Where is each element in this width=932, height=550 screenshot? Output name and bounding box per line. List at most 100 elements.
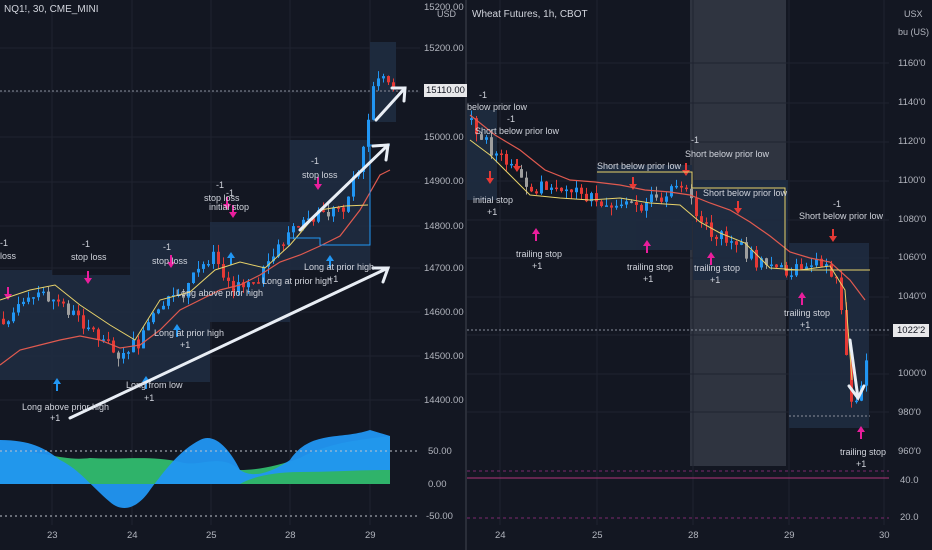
right-ma-yellow [469,139,853,381]
exit-arrow-icon [84,271,92,284]
tick-15000: 15000.00 [424,132,464,143]
right-oscillator [467,470,889,519]
tick-14700: 14700.00 [424,263,464,274]
exit-arrow-icon [682,163,690,176]
candle-body [565,189,568,192]
candle-body [570,189,573,193]
osc-tick-neg50: -50.00 [426,511,453,522]
exit-arrow-icon [229,205,237,218]
candle-body [257,282,260,284]
candle-body [187,282,190,298]
candle-body [590,193,593,202]
rdate-25: 25 [592,530,603,541]
tick-15200: 15200.00 [424,2,464,13]
entry-arrow-icon [532,228,540,241]
left-trend-arrows [68,86,407,420]
exit-arrow-icon [734,201,742,214]
ann-long-prior-high-1: Long at prior high [262,276,333,286]
candle-body [725,231,728,243]
candle-body [67,303,70,315]
candle-body [580,187,583,194]
candle-body [520,169,523,178]
candle-body [505,153,508,165]
candle-body [545,181,548,190]
osc-tick-20: 20.0 [900,512,919,523]
entry-arrow-icon [707,252,715,265]
ann-long-prior-high-2: Long at prior high [154,328,225,338]
ann-long-above-1: Long above prior high [176,288,264,298]
ann-stop-loss-3: stop loss [204,193,240,203]
candle-body [347,196,350,212]
left-chart-title[interactable]: NQ1!, 30, CME_MINI [4,4,99,15]
candle-body [695,198,698,217]
candle-body [495,153,498,156]
candle-body [540,181,543,194]
candle-body [297,226,300,228]
candle-body [530,186,533,192]
ann-minus-6: -1 [311,156,320,166]
tick-1100: 1100'0 [898,175,926,186]
right-pane [467,0,889,550]
tick-1080: 1080'0 [898,214,927,225]
right-currency-2: bu (US) [898,27,930,37]
tick-15100-hidden: 15200.00 [424,43,464,54]
candle-body [32,297,35,299]
candle-body [780,265,783,268]
tick-960: 960'0 [898,446,921,457]
candle-body [237,282,240,292]
ann-long-above-2: Long above prior high [22,402,110,412]
rdate-28: 28 [688,530,699,541]
exit-arrow-icon [167,255,175,268]
candle-body [327,211,330,217]
candle-body [740,242,743,245]
tick-1060: 1060'0 [898,252,927,263]
osc-tick-40: 40.0 [900,475,919,486]
candle-body [835,276,838,279]
candle-body [700,216,703,223]
candle-body [550,187,553,190]
rann-minus-3: -1 [691,135,700,145]
candle-body [500,153,503,155]
candle-body [332,207,335,217]
tick-14500: 14500.00 [424,351,464,362]
ann-plus-1b: +1 [328,274,339,284]
candle-body [157,309,160,314]
candle-body [770,264,773,267]
candle-body [805,266,808,270]
candle-body [620,204,623,207]
candle-body [775,264,778,268]
candle-body [292,226,295,233]
candle-body [37,292,40,298]
date-24: 24 [127,530,138,541]
candle-body [52,299,55,302]
candle-body [312,218,315,222]
left-last-price-badge: 15110.00 [424,84,467,97]
candle-body [790,275,793,277]
candle-body [302,219,305,227]
candle-body [810,265,813,267]
ann-minus-5: -1 [226,188,235,198]
candle-body [307,218,310,220]
candle-body [117,352,120,359]
candle-body [745,242,748,259]
candle-body [595,193,598,202]
candle-body [470,118,473,120]
candle-body [227,277,230,281]
right-chart-title[interactable]: Wheat Futures, 1h, CBOT [472,9,588,20]
entry-arrow-icon [53,378,61,391]
right-currency-1: USX [904,9,923,19]
left-currency-label: USD [437,9,457,19]
candle-body [600,201,603,207]
candle-body [815,258,818,266]
candle-body [277,244,280,257]
candle-body [337,207,340,209]
candle-body [92,327,95,330]
ann-long-prior-high-3: Long at prior high [304,262,375,272]
candle-body [192,272,195,283]
candle-body [207,263,210,266]
exit-arrow-icon [486,171,494,184]
rann-short-4: Short below prior low [703,188,788,198]
candle-body [162,305,165,310]
candle-body [287,232,290,245]
